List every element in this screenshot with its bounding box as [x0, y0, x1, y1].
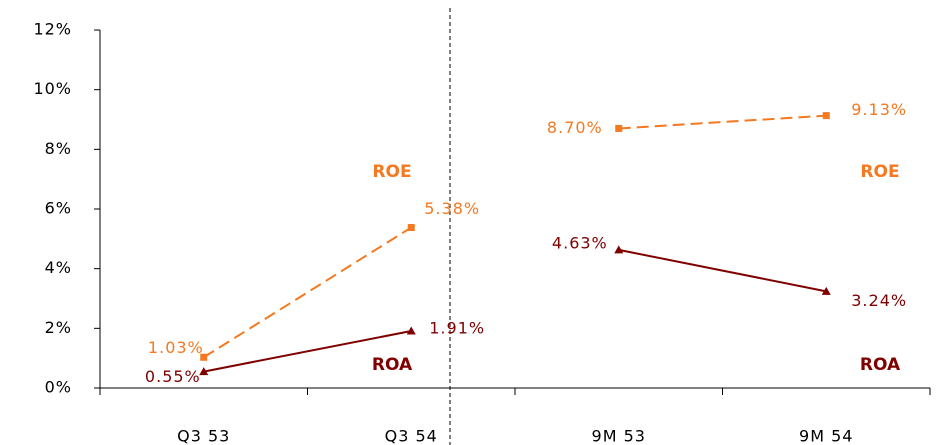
data-label: 1.03%	[148, 338, 204, 357]
marker	[407, 223, 415, 231]
data-label: 8.70%	[547, 118, 603, 137]
series-line	[203, 330, 412, 373]
annotation: ROA	[372, 355, 413, 375]
data-label: 1.91%	[429, 319, 485, 338]
data-label: 9.13%	[851, 100, 907, 119]
x-tick-label: Q3 54	[385, 427, 438, 445]
data-label: 4.63%	[552, 233, 608, 252]
annotation: ROE	[860, 162, 899, 182]
y-tick-label: 4%	[45, 258, 72, 277]
y-tick-label: 2%	[45, 318, 72, 337]
y-tick-label: 12%	[33, 20, 72, 39]
annotation: ROE	[372, 162, 411, 182]
series-line	[618, 248, 827, 293]
y-tick-label: 10%	[33, 79, 72, 98]
marker	[822, 112, 830, 120]
data-label: 5.38%	[424, 199, 480, 218]
y-tick-label: 6%	[45, 199, 72, 218]
y-tick-label: 8%	[45, 139, 72, 158]
series-line	[203, 226, 412, 359]
marker	[200, 353, 208, 361]
data-label: 3.24%	[851, 291, 907, 310]
annotation: ROA	[860, 355, 901, 375]
marker	[821, 286, 831, 295]
marker	[406, 326, 416, 335]
marker	[199, 367, 209, 376]
data-label: 0.55%	[145, 367, 201, 386]
marker	[614, 245, 624, 254]
x-tick-label: Q3 53	[177, 427, 230, 445]
series-line	[618, 114, 827, 130]
marker	[615, 124, 623, 132]
y-tick-label: 0%	[45, 378, 72, 397]
x-tick-label: 9M 53	[592, 427, 646, 445]
x-tick-label: 9M 54	[799, 427, 853, 445]
